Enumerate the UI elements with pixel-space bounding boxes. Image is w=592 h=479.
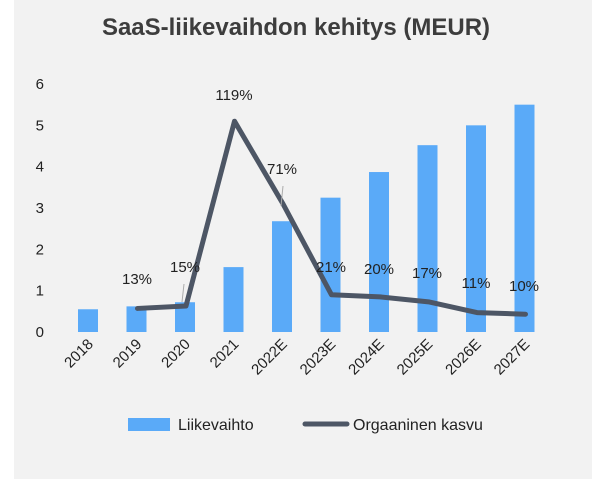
growth-label-2020: 15% [170, 259, 200, 276]
growth-line [135, 118, 528, 317]
bar-2024E [369, 172, 389, 332]
y-tick-label: 5 [36, 117, 44, 134]
growth-label-2027E: 10% [509, 278, 539, 295]
bar-2025E [417, 145, 438, 332]
chart-title: SaaS-liikevaihdon kehitys (MEUR) [101, 14, 491, 41]
legend-label-line: Orgaaninen kasvu [353, 417, 483, 434]
bar-2021 [223, 267, 244, 332]
growth-label-2025E: 17% [412, 265, 442, 282]
bar-2019 [126, 306, 147, 332]
y-tick-label: 0 [36, 324, 44, 341]
y-tick-label: 1 [36, 283, 44, 300]
y-tick-label: 2 [36, 241, 44, 258]
leader-line-2022E [280, 185, 284, 207]
leader-line-2020 [181, 283, 185, 303]
growth-label-2024E: 20% [364, 261, 394, 278]
x-tick-label: 2022E [248, 336, 291, 379]
legend-swatch-bars [128, 418, 170, 431]
x-tick-label: 2027E [491, 336, 534, 379]
x-tick-label: 2023E [297, 336, 340, 379]
y-tick-label: 6 [36, 76, 44, 93]
growth-label-2022E: 71% [267, 161, 297, 178]
bar-2020 [175, 302, 195, 332]
bar-2023E [320, 197, 341, 332]
growth-label-2023E: 21% [316, 259, 346, 276]
x-tick-label: 2019 [110, 336, 146, 372]
growth-label-2026E: 11% [462, 275, 491, 292]
x-tick-label: 2021 [207, 336, 243, 372]
x-tick-label: 2026E [442, 336, 485, 379]
y-tick-label: 4 [36, 159, 44, 176]
growth-label-2019: 13% [122, 271, 152, 288]
bar-2027E [514, 104, 535, 333]
growth-label-2021: 119% [215, 87, 252, 104]
x-tick-label: 2018 [61, 336, 97, 372]
x-tick-label: 2025E [394, 336, 437, 379]
y-tick-label: 3 [36, 200, 44, 217]
bar-2026E [466, 125, 486, 332]
bar-2022E [272, 221, 292, 332]
x-tick-label: 2024E [345, 336, 388, 379]
x-tick-label: 2020 [158, 336, 194, 372]
bar-2018 [78, 309, 98, 332]
legend-label-bars: Liikevaihto [178, 417, 254, 434]
